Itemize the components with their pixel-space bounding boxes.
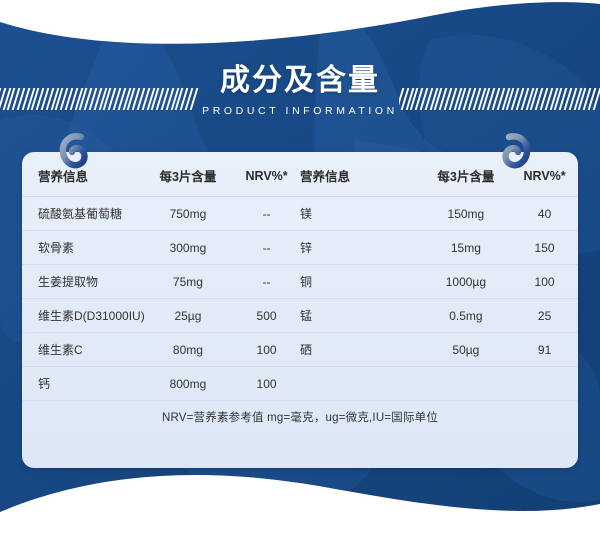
cell-nutrient-left: 钙 — [22, 366, 143, 401]
table-body: 硫酸氨基葡萄糖 750mg -- 镁 150mg 40 软骨素 300mg -- 锌 15mg 150… — [22, 196, 578, 401]
header-title-block: 成分及含量 PRODUCT INFORMATION — [0, 62, 600, 118]
cell-nrv-right: 150 — [511, 230, 578, 265]
cell-nutrient-left: 生姜提取物 — [22, 264, 143, 299]
cell-nutrient-right: 硒 — [299, 332, 421, 367]
cell-nrv-right: 40 — [511, 196, 578, 231]
cell-amount-right: 50µg — [420, 332, 512, 367]
cell-nrv-left: -- — [233, 264, 300, 299]
column-header-amount-left: 每3片含量 — [159, 170, 217, 184]
column-header-nutrient-left: 营养信息 — [38, 170, 89, 184]
cell-amount-left: 75mg — [142, 264, 234, 299]
cell-nrv-left: -- — [233, 230, 300, 265]
product-information-card: 营养信息 每3片含量 NRV%* 营养信息 每3片含量 NRV%* 硫酸氨基葡萄… — [22, 152, 578, 468]
cell-amount-left: 750mg — [142, 196, 234, 231]
nutrition-table: 营养信息 每3片含量 NRV%* 营养信息 每3片含量 NRV%* 硫酸氨基葡萄… — [22, 152, 578, 434]
cell-amount-left: 25µg — [142, 298, 234, 333]
cell-amount-right: 15mg — [420, 230, 512, 265]
table-row: 钙 800mg 100 — [22, 366, 578, 401]
cell-nutrient-right — [299, 366, 421, 401]
cell-nrv-right: 91 — [511, 332, 578, 367]
cell-nutrient-left: 维生素C — [22, 332, 143, 367]
cell-nrv-left: 100 — [233, 366, 300, 401]
cell-amount-right — [420, 366, 512, 401]
cell-nrv-right — [511, 366, 578, 401]
cell-nutrient-left: 硫酸氨基葡萄糖 — [22, 196, 143, 231]
table-footnote-row: NRV=营养素参考值 mg=毫克，ug=微克,IU=国际单位 — [22, 400, 578, 434]
table-row: 维生素D(D31000IU) 25µg 500 锰 0.5mg 25 — [22, 298, 578, 333]
cell-nutrient-right: 锌 — [299, 230, 421, 265]
cell-amount-left: 300mg — [142, 230, 234, 265]
cell-nrv-left: 500 — [233, 298, 300, 333]
cell-nutrient-right: 铜 — [299, 264, 421, 299]
cell-amount-left: 800mg — [142, 366, 234, 401]
spiral-binding-ring-right-icon — [502, 133, 531, 169]
table-row: 软骨素 300mg -- 锌 15mg 150 — [22, 230, 578, 265]
cell-nrv-right: 25 — [511, 298, 578, 333]
cell-amount-right: 1000µg — [420, 264, 512, 299]
cell-nutrient-right: 锰 — [299, 298, 421, 333]
page-title: 成分及含量 — [220, 64, 380, 97]
cell-amount-left: 80mg — [142, 332, 234, 367]
cell-nutrient-left: 维生素D(D31000IU) — [22, 298, 145, 333]
table-row: 维生素C 80mg 100 硒 50µg 91 — [22, 332, 578, 367]
table-row: 硫酸氨基葡萄糖 750mg -- 镁 150mg 40 — [22, 196, 578, 231]
cell-nutrient-left: 软骨素 — [22, 230, 143, 265]
page-subtitle: PRODUCT INFORMATION — [202, 105, 398, 117]
table-header-row: 营养信息 每3片含量 NRV%* 营养信息 每3片含量 NRV%* — [22, 152, 578, 197]
table-row: 生姜提取物 75mg -- 铜 1000µg 100 — [22, 264, 578, 299]
footnote-text: NRV=营养素参考值 mg=毫克，ug=微克,IU=国际单位 — [22, 400, 578, 434]
column-header-nrv-left: NRV%* — [245, 168, 288, 183]
cell-nrv-left: -- — [233, 196, 300, 231]
cell-nrv-left: 100 — [233, 332, 300, 367]
column-header-nutrient-right: 营养信息 — [299, 170, 350, 184]
cell-amount-right: 150mg — [420, 196, 512, 231]
column-header-amount-right: 每3片含量 — [437, 170, 495, 184]
cell-nrv-right: 100 — [511, 264, 578, 299]
column-header-nrv-right: NRV%* — [523, 168, 566, 183]
cell-amount-right: 0.5mg — [420, 298, 512, 333]
cell-nutrient-right: 镁 — [299, 196, 421, 231]
spiral-binding-ring-left-icon — [59, 133, 88, 169]
